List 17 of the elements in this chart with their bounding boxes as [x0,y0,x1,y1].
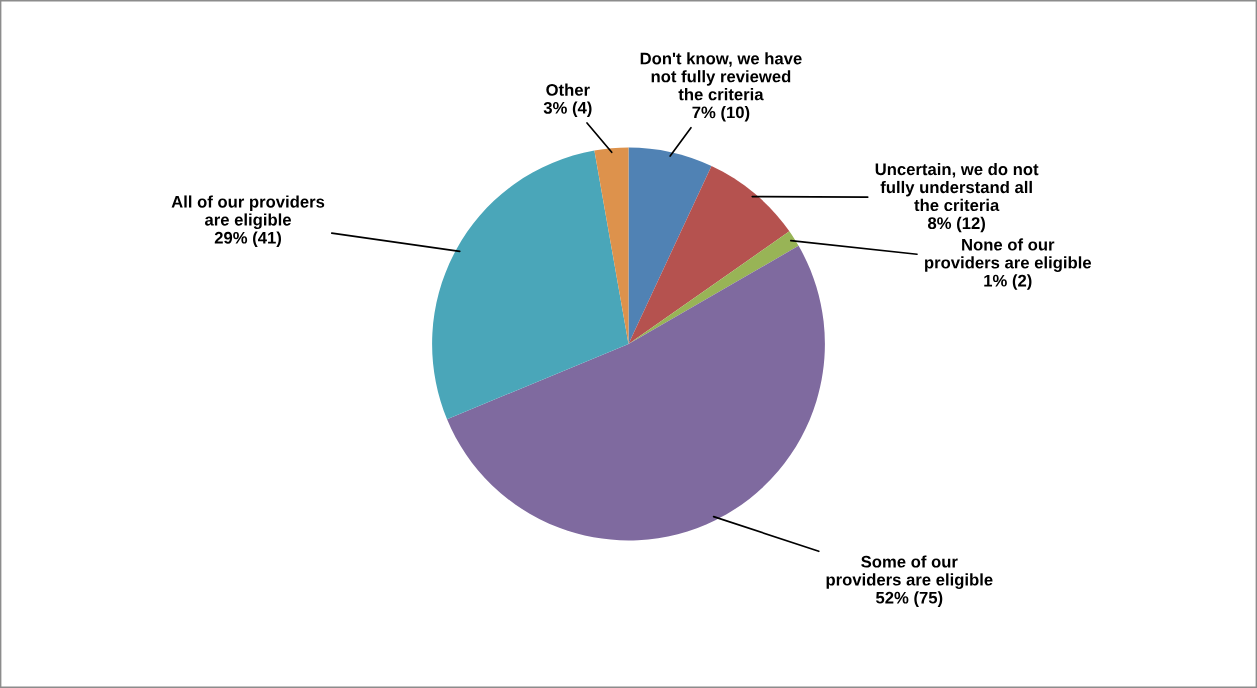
pie-slice [432,150,629,420]
slice-label: Don't know, we have not fully reviewed the criteria [640,52,802,101]
slice-label: None of our providers are eligible [925,238,1092,272]
slice-label: All of our providers are eligible [171,195,325,229]
pie-slice [447,245,825,541]
data-label: 29% (41) [214,231,282,247]
slice-label: Other [546,83,590,96]
slice-label: Some of our providers are eligible [826,555,993,589]
pie-slice [628,166,790,344]
slice-label: Uncertain, we do not fully understand all the criteria [875,162,1039,212]
data-label: 52% (75) [875,591,943,607]
data-label: 7% (10) [692,106,750,122]
data-label: 3% (4) [543,101,592,118]
data-label: 8% (12) [927,216,985,233]
pie-slice [628,147,712,344]
data-label: 1% (2) [984,274,1032,290]
pie-slice [594,147,629,344]
